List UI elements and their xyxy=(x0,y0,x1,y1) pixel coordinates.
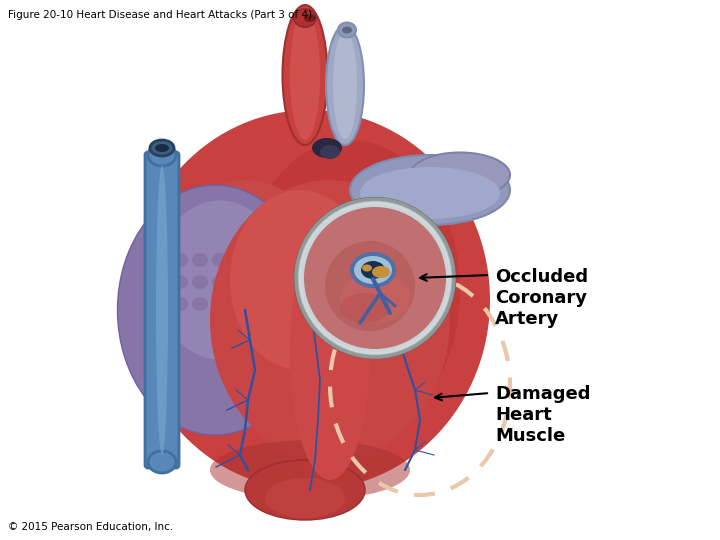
Circle shape xyxy=(300,203,450,353)
Ellipse shape xyxy=(410,152,510,198)
Ellipse shape xyxy=(340,293,390,323)
Ellipse shape xyxy=(361,261,385,279)
Ellipse shape xyxy=(342,26,352,33)
Ellipse shape xyxy=(192,253,208,267)
Ellipse shape xyxy=(150,140,174,156)
Ellipse shape xyxy=(192,297,208,311)
Ellipse shape xyxy=(192,275,208,289)
Text: Occluded
Coronary
Artery: Occluded Coronary Artery xyxy=(495,268,588,328)
Ellipse shape xyxy=(148,144,176,166)
Ellipse shape xyxy=(117,185,312,435)
Ellipse shape xyxy=(354,256,392,284)
Ellipse shape xyxy=(290,10,320,140)
Ellipse shape xyxy=(156,165,168,455)
Ellipse shape xyxy=(338,23,356,37)
Ellipse shape xyxy=(130,110,490,490)
Circle shape xyxy=(296,199,454,357)
Ellipse shape xyxy=(210,180,450,460)
FancyBboxPatch shape xyxy=(145,152,179,468)
Ellipse shape xyxy=(230,190,370,370)
Ellipse shape xyxy=(232,275,248,289)
Ellipse shape xyxy=(350,252,396,288)
Text: Damaged
Heart
Muscle: Damaged Heart Muscle xyxy=(495,385,590,444)
Ellipse shape xyxy=(155,200,285,360)
Ellipse shape xyxy=(148,451,176,473)
Ellipse shape xyxy=(155,144,169,152)
Ellipse shape xyxy=(210,440,410,500)
Ellipse shape xyxy=(304,14,316,22)
Ellipse shape xyxy=(282,5,328,145)
Ellipse shape xyxy=(350,155,510,225)
Ellipse shape xyxy=(172,297,188,311)
Ellipse shape xyxy=(165,180,325,350)
Ellipse shape xyxy=(325,241,415,331)
Ellipse shape xyxy=(340,273,410,323)
Ellipse shape xyxy=(232,297,248,311)
Ellipse shape xyxy=(240,140,460,440)
Text: © 2015 Pearson Education, Inc.: © 2015 Pearson Education, Inc. xyxy=(8,522,174,532)
Circle shape xyxy=(304,207,446,349)
Ellipse shape xyxy=(312,138,342,158)
Text: Figure 20-10 Heart Disease and Heart Attacks (Part 3 of 4).: Figure 20-10 Heart Disease and Heart Att… xyxy=(8,10,315,20)
Ellipse shape xyxy=(212,253,228,267)
Ellipse shape xyxy=(245,460,365,520)
Ellipse shape xyxy=(294,9,316,27)
Ellipse shape xyxy=(290,220,370,480)
Ellipse shape xyxy=(212,275,228,289)
Ellipse shape xyxy=(326,25,364,145)
Ellipse shape xyxy=(172,253,188,267)
Circle shape xyxy=(296,199,454,357)
Ellipse shape xyxy=(320,145,340,159)
Ellipse shape xyxy=(362,265,372,272)
Ellipse shape xyxy=(265,478,345,518)
Ellipse shape xyxy=(172,275,188,289)
Ellipse shape xyxy=(372,266,390,278)
Ellipse shape xyxy=(360,167,500,219)
Ellipse shape xyxy=(212,297,228,311)
Ellipse shape xyxy=(333,31,357,139)
Ellipse shape xyxy=(232,253,248,267)
